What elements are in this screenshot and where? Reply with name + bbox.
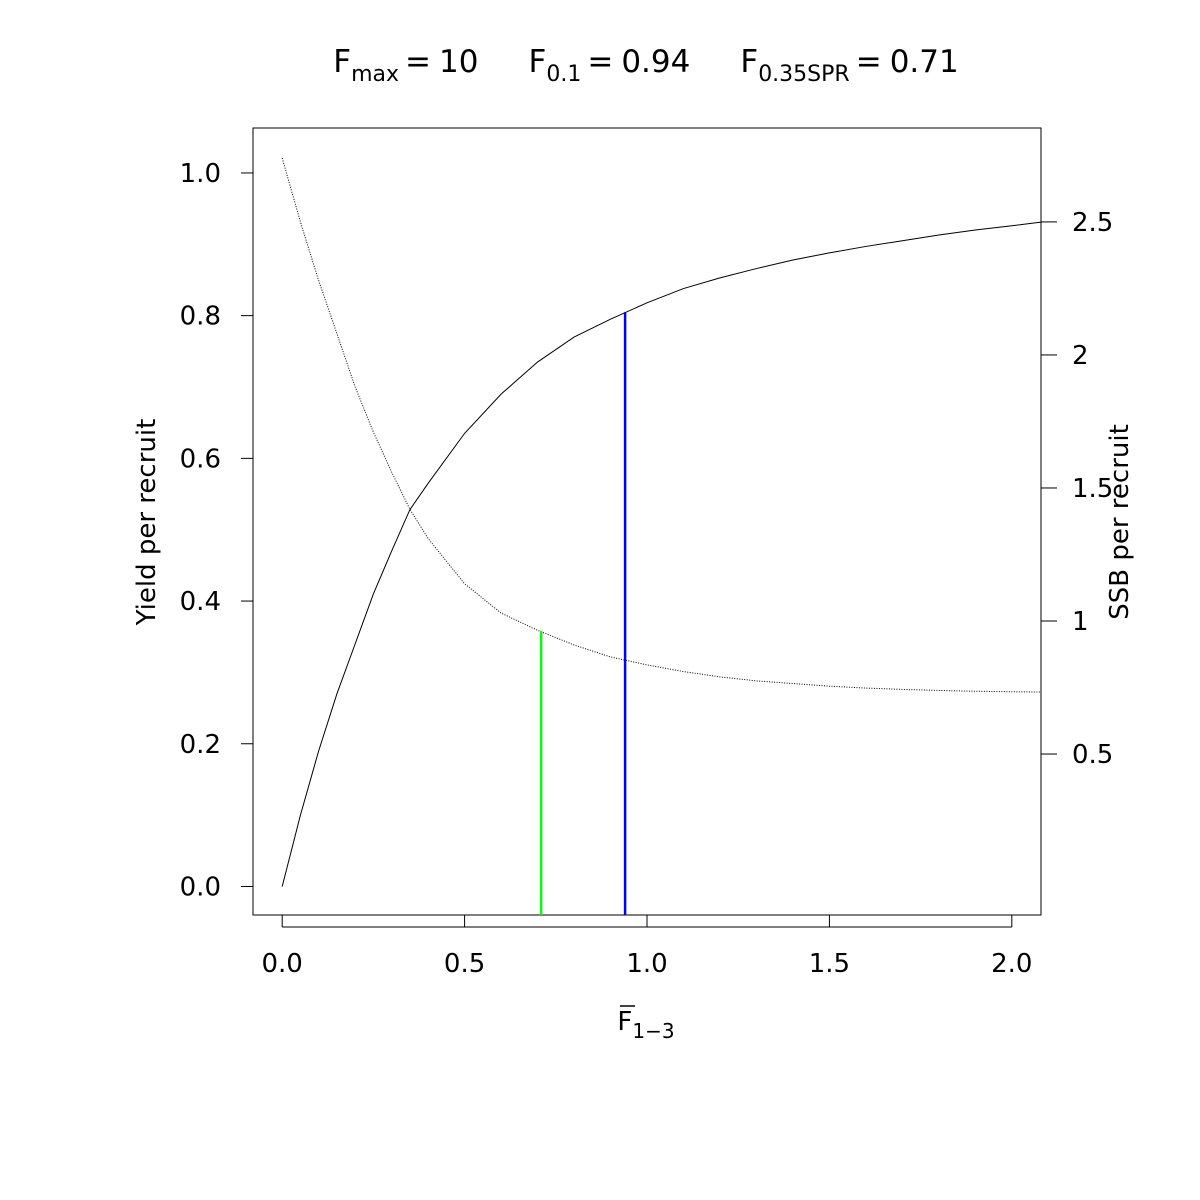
title-subscript: 0.1 [546,62,581,87]
title-value: 10 [439,44,478,80]
title-subscript: max [351,62,399,87]
y2-axis-label: SSB per recruit [1105,424,1135,620]
title-equals: = [587,44,613,80]
x-label-symbol: F [617,1007,632,1037]
plot-frame [252,127,1042,916]
x-tick-label: 2.0 [991,949,1032,979]
x-label-subscript: 1−3 [632,1019,674,1043]
y2-tick-label: 2 [1072,341,1089,371]
title-value: 0.71 [890,44,959,80]
title-equals: = [405,44,431,80]
x-tick-label: 0.0 [262,949,303,979]
title-subscript: 0.35SPR [758,62,850,87]
chart-title: Fmax = 10 F0.1 = 0.94 F0.35SPR = 0.71 [333,44,958,87]
y-tick-label: 0.6 [180,444,221,474]
x-tick-label: 0.5 [444,949,485,979]
y-tick-label: 0.2 [180,730,221,760]
title-symbol: F [740,44,758,80]
x-tick-label: 1.5 [809,949,850,979]
title-symbol: F [528,44,546,80]
title-equals: = [856,44,882,80]
y-axis-label: Yield per recruit [132,419,162,627]
y2-tick-label: 1.5 [1072,474,1113,504]
x-tick-label: 1.0 [626,949,667,979]
title-value: 0.94 [621,44,690,80]
y2-tick-label: 1 [1072,607,1089,637]
x-axis-label: F1−3 [617,1007,674,1043]
title-symbol: F [333,44,351,80]
y2-tick-label: 2.5 [1072,208,1113,238]
y-tick-label: 0.8 [180,302,221,332]
y-tick-label: 0.0 [180,872,221,902]
y-tick-label: 0.4 [180,587,221,617]
ssb-curve [281,157,1042,693]
y-tick-label: 1.0 [180,159,221,189]
yield-curve [281,221,1042,887]
y2-tick-label: 0.5 [1072,740,1113,770]
